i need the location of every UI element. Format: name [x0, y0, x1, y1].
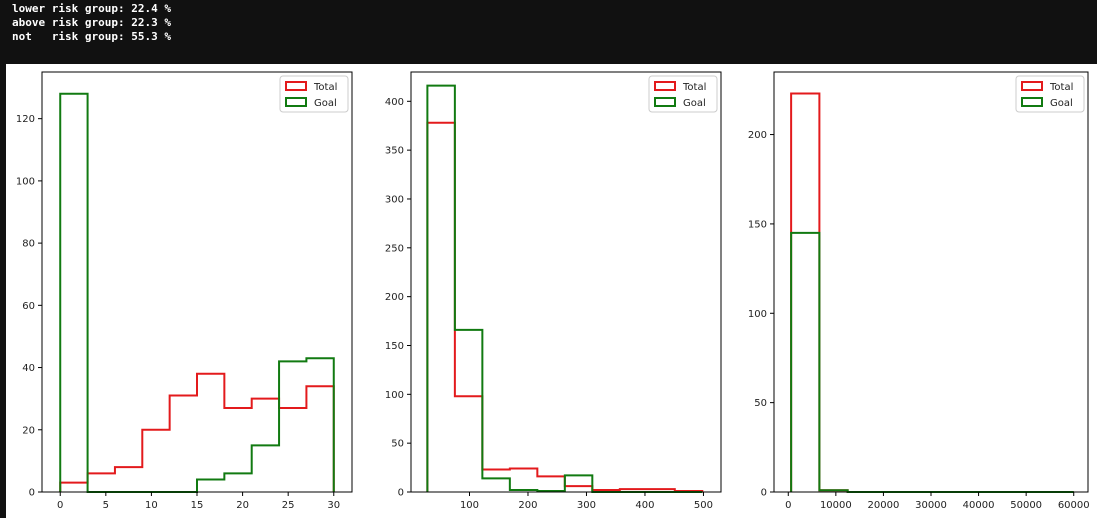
y-tick-label: 0: [29, 488, 35, 499]
legend-swatch-total: [654, 81, 676, 91]
x-tick-label: 60000: [1058, 500, 1090, 511]
figure-output: 0 5 10 15 20 25 30 0 20 40 60 80 100 120 Total Goal 100 2…: [6, 64, 1097, 518]
bar-goal-2-0: [427, 86, 454, 492]
y-tick-label: 400: [385, 97, 404, 108]
bar-total-1-2: [115, 467, 142, 492]
legend-swatch-goal: [654, 97, 676, 107]
y-tick-label: 0: [398, 488, 404, 499]
console-line-not: not risk group: 55.3 %: [12, 30, 171, 43]
legend-2: Total Goal: [648, 75, 718, 113]
legend-box: [279, 75, 349, 113]
axes-frame-3: [773, 71, 1089, 493]
y-tick-label: 120: [16, 114, 35, 125]
bar-goal-2-5: [565, 475, 592, 492]
x-tick-label: 200: [518, 500, 537, 511]
y-tick-label: 100: [16, 176, 35, 187]
legend-box: [648, 75, 718, 113]
bar-goal-2-2: [482, 478, 509, 492]
legend-label-total: Total: [682, 82, 706, 93]
x-tick-label: 400: [635, 500, 654, 511]
histogram-panel-3: 0 10000 20000 30000 40000 50000 60000 0 50 100 150…: [748, 71, 1090, 511]
y-tick-label: 200: [748, 130, 767, 141]
bar-goal-1-6: [224, 473, 251, 492]
y-tick-label: 100: [748, 309, 767, 320]
x-tick-label: 20: [236, 500, 249, 511]
legend-label-goal: Goal: [314, 98, 337, 109]
bar-total-1-5: [197, 374, 224, 492]
legend-label-goal: Goal: [1050, 98, 1073, 109]
series-total-outline-1: [59, 372, 335, 492]
axes-frame-2: [410, 71, 722, 493]
legend-3: Total Goal: [1015, 75, 1085, 113]
bar-goal-1-7: [252, 445, 279, 492]
x-tick-label: 0: [785, 500, 791, 511]
x-tick-label: 30: [327, 500, 340, 511]
y-tick-label: 50: [391, 439, 404, 450]
x-tick-label: 500: [694, 500, 713, 511]
x-tick-label: 25: [282, 500, 295, 511]
x-tick-label: 100: [460, 500, 479, 511]
legend-swatch-goal: [285, 97, 307, 107]
bar-goal-1-5: [197, 480, 224, 492]
legend-label-goal: Goal: [683, 98, 706, 109]
y-tick-label: 100: [385, 390, 404, 401]
console-output: lower risk group: 22.4 % above risk grou…: [0, 0, 1097, 64]
bar-total-2-4: [537, 476, 564, 492]
bar-goal-1-8: [279, 361, 306, 492]
legend-label-total: Total: [313, 82, 337, 93]
y-tick-label: 80: [22, 239, 35, 250]
y-tick-label: 0: [761, 488, 767, 499]
x-tick-label: 5: [103, 500, 109, 511]
legend-label-total: Total: [1049, 82, 1073, 93]
histogram-panel-2: 100 200 300 400 500 0 50 100 150 200 250 300 350 400 T…: [385, 71, 722, 511]
y-tick-label: 60: [22, 301, 35, 312]
x-tick-label: 300: [577, 500, 596, 511]
console-line-lower: lower risk group: 22.4 %: [12, 2, 171, 15]
y-tick-label: 50: [754, 398, 767, 409]
y-tick-label: 150: [748, 219, 767, 230]
series-goal-outline-3: [790, 231, 1074, 493]
x-tick-label: 0: [57, 500, 63, 511]
legend-1: Total Goal: [279, 75, 349, 113]
histogram-panel-1: 0 5 10 15 20 25 30 0 20 40 60 80 100 120 Total Goal: [16, 71, 353, 511]
y-tick-label: 200: [385, 292, 404, 303]
bar-total-1-1: [88, 473, 115, 492]
y-tick-label: 300: [385, 194, 404, 205]
legend-swatch-total: [1021, 81, 1043, 91]
legend-swatch-goal: [1021, 97, 1043, 107]
bar-total-1-4: [170, 396, 197, 492]
series-total-outline-3: [790, 92, 1074, 493]
x-tick-label: 20000: [868, 500, 900, 511]
bar-goal-3-0: [791, 233, 819, 492]
y-tick-label: 250: [385, 243, 404, 254]
y-tick-label: 20: [22, 425, 35, 436]
console-line-above: above risk group: 22.3 %: [12, 16, 171, 29]
x-tick-label: 40000: [963, 500, 995, 511]
y-tick-label: 40: [22, 363, 35, 374]
x-tick-label: 15: [191, 500, 204, 511]
bar-goal-2-1: [455, 330, 482, 492]
bar-goal-1-9: [306, 358, 333, 492]
legend-swatch-total: [285, 81, 307, 91]
bar-total-1-3: [142, 430, 169, 492]
x-tick-label: 10: [145, 500, 158, 511]
y-tick-label: 150: [385, 341, 404, 352]
x-tick-label: 30000: [915, 500, 947, 511]
cell-gutter: [0, 64, 6, 518]
bar-goal-1-0: [60, 94, 87, 492]
y-tick-label: 350: [385, 146, 404, 157]
x-tick-label: 10000: [820, 500, 852, 511]
x-tick-label: 50000: [1010, 500, 1042, 511]
bar-total-2-3: [510, 469, 537, 492]
legend-box: [1015, 75, 1085, 113]
